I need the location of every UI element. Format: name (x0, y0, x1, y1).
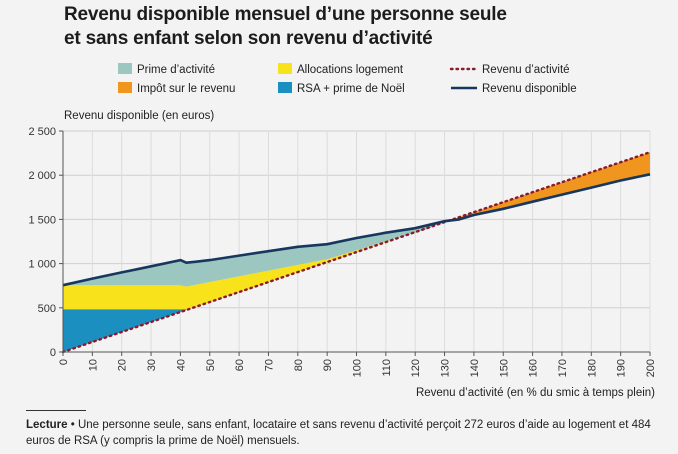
y-axis-label: Revenu disponible (en euros) (64, 110, 214, 122)
legend-label-3: Impôt sur le revenu (137, 83, 235, 95)
line-revenu-disponible (62, 173, 651, 287)
x-tick-label-90: 90 (322, 359, 334, 371)
x-tick-label-170: 170 (557, 359, 569, 377)
x-tick-label-160: 160 (528, 359, 540, 377)
y-tick-label-0: 0 (50, 347, 56, 359)
y-tick-label-1500: 1 500 (28, 214, 56, 226)
x-tick-label-130: 130 (440, 359, 452, 377)
y-tick-label-1000: 1 000 (28, 259, 56, 271)
area-allocations-logement (63, 227, 430, 310)
chart-svg: Prime d’activité Allocations logement Reve… (28, 63, 657, 399)
legend-label-4: RSA + prime de Noël (297, 83, 405, 95)
chart-title-line-2: et sans enfant selon son revenu d’activi… (64, 28, 433, 49)
x-tick-label-150: 150 (498, 359, 510, 377)
x-tick-label-190: 190 (616, 359, 628, 377)
axes: 0 500 1 000 1 500 2 000 2 500 0 10 20 30 40 50 60 70 8… (28, 126, 657, 377)
x-tick-label-0: 0 (58, 359, 70, 365)
footnote-text: • Une personne seule, sans enfant, locat… (26, 419, 651, 447)
chart-title: Revenu disponible mensuel d’une personne… (64, 3, 507, 51)
x-axis-label: Revenu d’activité (en % du smic à temps … (416, 387, 655, 399)
footnote-rule (26, 410, 86, 411)
x-tick-label-110: 110 (381, 359, 393, 377)
legend-swatch-0 (118, 63, 132, 74)
y-tick-label-2500: 2 500 (28, 126, 56, 138)
x-tick-label-60: 60 (234, 359, 246, 371)
x-tick-label-140: 140 (469, 359, 481, 377)
legend-label-2: Revenu d’activité (482, 64, 570, 76)
legend-label-1: Allocations logement (297, 64, 404, 76)
x-tick-label-50: 50 (205, 359, 217, 371)
legend-label-0: Prime d’activité (137, 64, 215, 76)
legend-label-5: Revenu disponible (482, 83, 577, 95)
x-tick-label-180: 180 (586, 359, 598, 377)
chart-title-line-1: Revenu disponible mensuel d’une personne… (64, 4, 507, 25)
x-tick-label-80: 80 (293, 359, 305, 371)
x-tick-label-30: 30 (146, 359, 158, 371)
lines (61, 151, 652, 354)
y-tick-label-500: 500 (38, 303, 56, 315)
footnote: Lecture • Une personne seule, sans enfan… (26, 417, 656, 449)
x-tick-label-10: 10 (87, 359, 99, 371)
x-tick-label-200: 200 (645, 359, 657, 377)
x-tick-label-20: 20 (117, 359, 129, 371)
x-tick-label-100: 100 (352, 359, 364, 377)
line-revenu-activite (61, 151, 652, 354)
legend-swatch-1 (278, 63, 292, 74)
x-tick-label-40: 40 (175, 359, 187, 371)
legend: Prime d’activité Allocations logement Reve… (118, 63, 577, 95)
legend-swatch-4 (278, 82, 292, 93)
footnote-lead: Lecture (26, 419, 68, 431)
x-tick-label-70: 70 (263, 359, 275, 371)
y-tick-label-2000: 2 000 (28, 170, 56, 182)
legend-swatch-3 (118, 82, 132, 93)
x-tick-label-120: 120 (410, 359, 422, 377)
